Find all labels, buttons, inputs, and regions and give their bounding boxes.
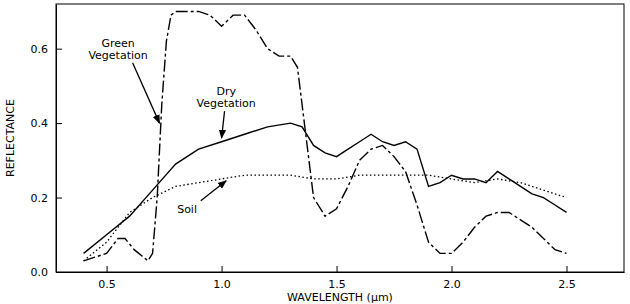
y-axis-title: REFLECTANCE	[4, 99, 17, 177]
tick-mark	[567, 266, 568, 272]
tick-mark	[337, 266, 338, 272]
x-axis: 0.5 1.0 1.5 2.0 2.5	[57, 266, 625, 291]
tick-label: 1.5	[328, 278, 346, 291]
annotation-arrow	[133, 63, 160, 123]
tick: 1.5	[328, 266, 346, 291]
annotation-arrow	[222, 111, 225, 138]
y-axis: 0.0 0.2 0.4 0.6	[31, 5, 63, 280]
plot: 0.51.01.52.02.50.00.20.40.6GreenVegetati…	[31, 4, 625, 291]
plot-frame	[56, 4, 624, 272]
x-axis-title: WAVELENGTH (μm)	[287, 291, 393, 304]
annotation-text: Soil	[177, 203, 197, 216]
tick: 0.4	[31, 117, 63, 130]
tick-label: 2.0	[443, 278, 461, 291]
tick-label: 0.6	[31, 43, 49, 56]
tick-mark	[222, 266, 223, 272]
axis-line	[57, 272, 625, 273]
tick-label: 2.5	[558, 278, 576, 291]
tick-label: 0.5	[98, 278, 116, 291]
series-line	[84, 175, 567, 261]
axis-line	[56, 5, 57, 273]
annotation-text: Vegetation	[197, 97, 256, 110]
tick: 0.0	[31, 266, 63, 279]
tick-mark	[56, 272, 62, 273]
tick: 2.5	[558, 266, 576, 291]
series-line	[84, 123, 567, 253]
tick-label: 1.0	[213, 278, 231, 291]
tick-mark	[107, 266, 108, 272]
tick: 0.6	[31, 43, 63, 56]
annotations: GreenVegetationDryVegetationSoil	[88, 37, 255, 216]
series-group	[84, 11, 567, 260]
chart: 0.51.01.52.02.50.00.20.40.6GreenVegetati…	[0, 0, 630, 304]
tick: 0.2	[31, 192, 63, 205]
tick: 1.0	[213, 266, 231, 291]
tick-mark	[56, 49, 62, 50]
tick-label: 0.4	[31, 117, 49, 130]
series-line	[84, 11, 567, 260]
tick-mark	[56, 198, 62, 199]
tick-label: 0.2	[31, 192, 49, 205]
annotation-text: Vegetation	[88, 49, 147, 62]
tick: 0.5	[98, 266, 116, 291]
tick: 2.0	[443, 266, 461, 291]
tick-label: 0.0	[31, 266, 49, 279]
tick-mark	[452, 266, 453, 272]
annotation-arrow	[201, 181, 226, 201]
tick-mark	[56, 123, 62, 124]
